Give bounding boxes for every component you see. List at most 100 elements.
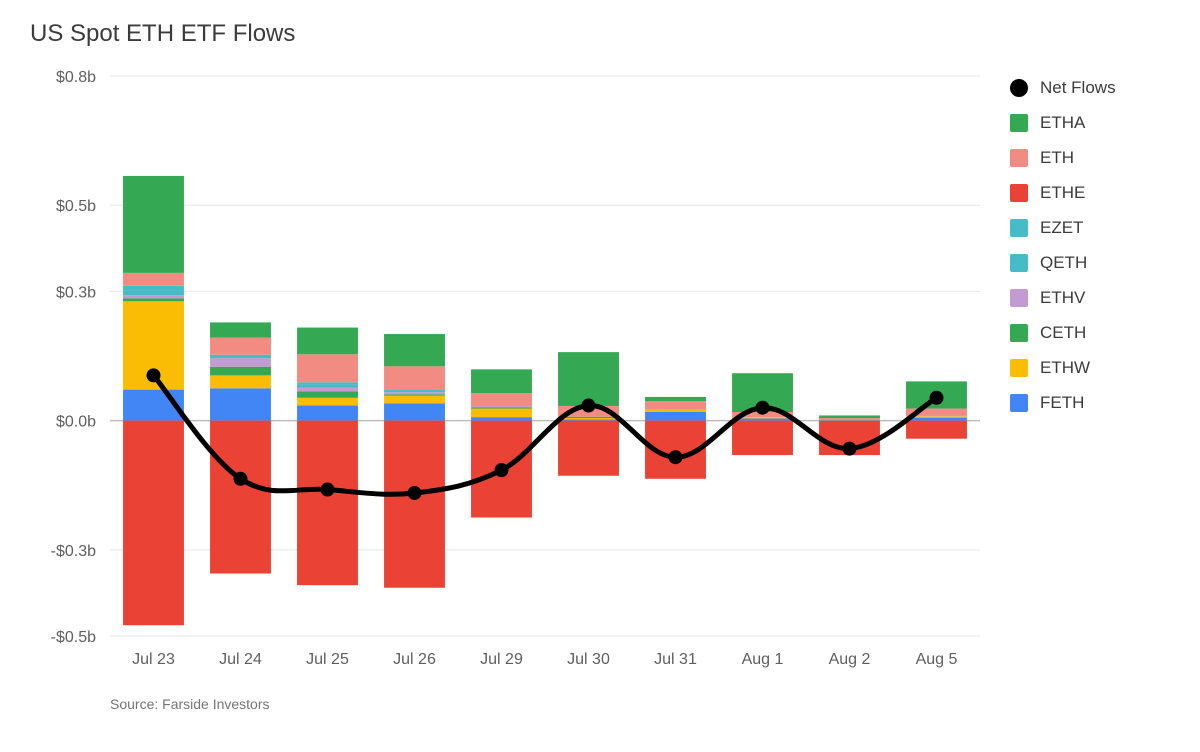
bar-ETHA <box>123 176 184 273</box>
x-tick-label: Jul 23 <box>132 651 175 668</box>
legend-swatch <box>1010 79 1028 97</box>
legend-item-ethv: ETHV <box>1010 280 1160 315</box>
bar-ETHE <box>732 421 793 455</box>
legend-item-netflows: Net Flows <box>1010 70 1160 105</box>
chart-title: US Spot ETH ETF Flows <box>30 20 1160 48</box>
net-flows-marker <box>756 401 770 415</box>
bar-ETHA <box>210 322 271 337</box>
legend-label: ETH <box>1040 148 1074 168</box>
bar-ETHW <box>645 410 706 412</box>
bar-ETHW <box>210 375 271 388</box>
bar-ETH <box>471 393 532 406</box>
legend-item-feth: FETH <box>1010 385 1160 420</box>
legend-item-ethe: ETHE <box>1010 175 1160 210</box>
bar-ETHA <box>819 415 880 418</box>
bar-ETH <box>819 418 880 419</box>
bar-FETH <box>297 406 358 421</box>
y-tick-label: $0.5b <box>56 198 96 215</box>
legend-item-qeth: QETH <box>1010 245 1160 280</box>
net-flows-marker <box>843 442 857 456</box>
legend-swatch <box>1010 184 1028 202</box>
legend-label: FETH <box>1040 393 1084 413</box>
y-tick-label: -$0.3b <box>51 543 96 560</box>
bar-FETH <box>210 388 271 420</box>
x-tick-label: Aug 5 <box>916 651 958 668</box>
y-tick-label: $0.8b <box>56 69 96 86</box>
legend-swatch <box>1010 219 1028 237</box>
legend-item-ethw: ETHW <box>1010 350 1160 385</box>
legend-swatch <box>1010 359 1028 377</box>
legend-item-ezet: EZET <box>1010 210 1160 245</box>
bar-EZET <box>297 382 358 384</box>
bar-ETHW <box>297 398 358 406</box>
bar-CETH <box>210 367 271 376</box>
x-tick-label: Aug 1 <box>742 651 784 668</box>
bar-ETHA <box>384 334 445 366</box>
bar-FETH <box>732 418 793 420</box>
net-flows-marker <box>582 399 596 413</box>
x-tick-label: Jul 24 <box>219 651 262 668</box>
bar-ETHA <box>558 352 619 406</box>
chart-container: US Spot ETH ETF Flows -$0.5b-$0.3b$0.0b$… <box>0 0 1200 752</box>
bar-ETHE <box>123 421 184 626</box>
bar-ETHW <box>471 409 532 418</box>
legend-swatch <box>1010 324 1028 342</box>
bar-QETH <box>297 384 358 387</box>
legend-label: EZET <box>1040 218 1083 238</box>
legend-label: ETHV <box>1040 288 1085 308</box>
chart-body: -$0.5b-$0.3b$0.0b$0.3b$0.5b$0.8bJul 23Ju… <box>20 66 1160 686</box>
bar-ETHV <box>384 392 445 394</box>
bar-ETHE <box>384 421 445 588</box>
legend-item-ceth: CETH <box>1010 315 1160 350</box>
legend-label: ETHW <box>1040 358 1090 378</box>
x-tick-label: Jul 25 <box>306 651 349 668</box>
legend-item-eth: ETH <box>1010 140 1160 175</box>
bar-CETH <box>471 407 532 408</box>
bar-FETH <box>906 418 967 421</box>
bar-FETH <box>384 403 445 420</box>
bar-CETH <box>384 394 445 395</box>
y-tick-label: $0.3b <box>56 284 96 301</box>
legend-swatch <box>1010 114 1028 132</box>
legend: Net Flows ETHA ETH ETHE EZET QETH ETHV CETH ETHW… <box>990 66 1160 686</box>
legend-label: Net Flows <box>1040 78 1116 98</box>
bar-ETHE <box>297 421 358 586</box>
x-tick-label: Jul 29 <box>480 651 523 668</box>
plot-area: -$0.5b-$0.3b$0.0b$0.3b$0.5b$0.8bJul 23Ju… <box>20 66 990 686</box>
bar-QETH <box>123 291 184 295</box>
bar-EZET <box>123 286 184 291</box>
bar-FETH <box>558 419 619 420</box>
bar-ETHA <box>297 328 358 355</box>
legend-swatch <box>1010 254 1028 272</box>
bar-ETH <box>123 273 184 286</box>
bar-CETH <box>297 391 358 397</box>
x-tick-label: Jul 26 <box>393 651 436 668</box>
bar-ETHA <box>471 369 532 393</box>
net-flows-marker <box>930 391 944 405</box>
bar-ETHV <box>123 295 184 298</box>
net-flows-marker <box>408 486 422 500</box>
bar-ETH <box>384 366 445 390</box>
net-flows-marker <box>321 483 335 497</box>
source-text: Source: Farside Investors <box>110 696 1160 712</box>
bar-ETHE <box>558 421 619 476</box>
legend-swatch <box>1010 289 1028 307</box>
bar-ETH <box>297 354 358 382</box>
net-flows-marker <box>669 450 683 464</box>
x-tick-label: Aug 2 <box>829 651 871 668</box>
legend-item-etha: ETHA <box>1010 105 1160 140</box>
bar-ETHW <box>384 396 445 404</box>
bar-FETH <box>471 417 532 420</box>
bar-ETHV <box>210 358 271 367</box>
bar-QETH <box>210 355 271 358</box>
x-tick-label: Jul 31 <box>654 651 697 668</box>
bar-ETHV <box>297 388 358 391</box>
legend-swatch <box>1010 149 1028 167</box>
bar-ETHE <box>210 421 271 574</box>
legend-label: QETH <box>1040 253 1087 273</box>
legend-label: ETHA <box>1040 113 1085 133</box>
legend-swatch <box>1010 394 1028 412</box>
bar-QETH <box>384 390 445 392</box>
bar-CETH <box>558 417 619 418</box>
bar-ETHA <box>645 397 706 401</box>
